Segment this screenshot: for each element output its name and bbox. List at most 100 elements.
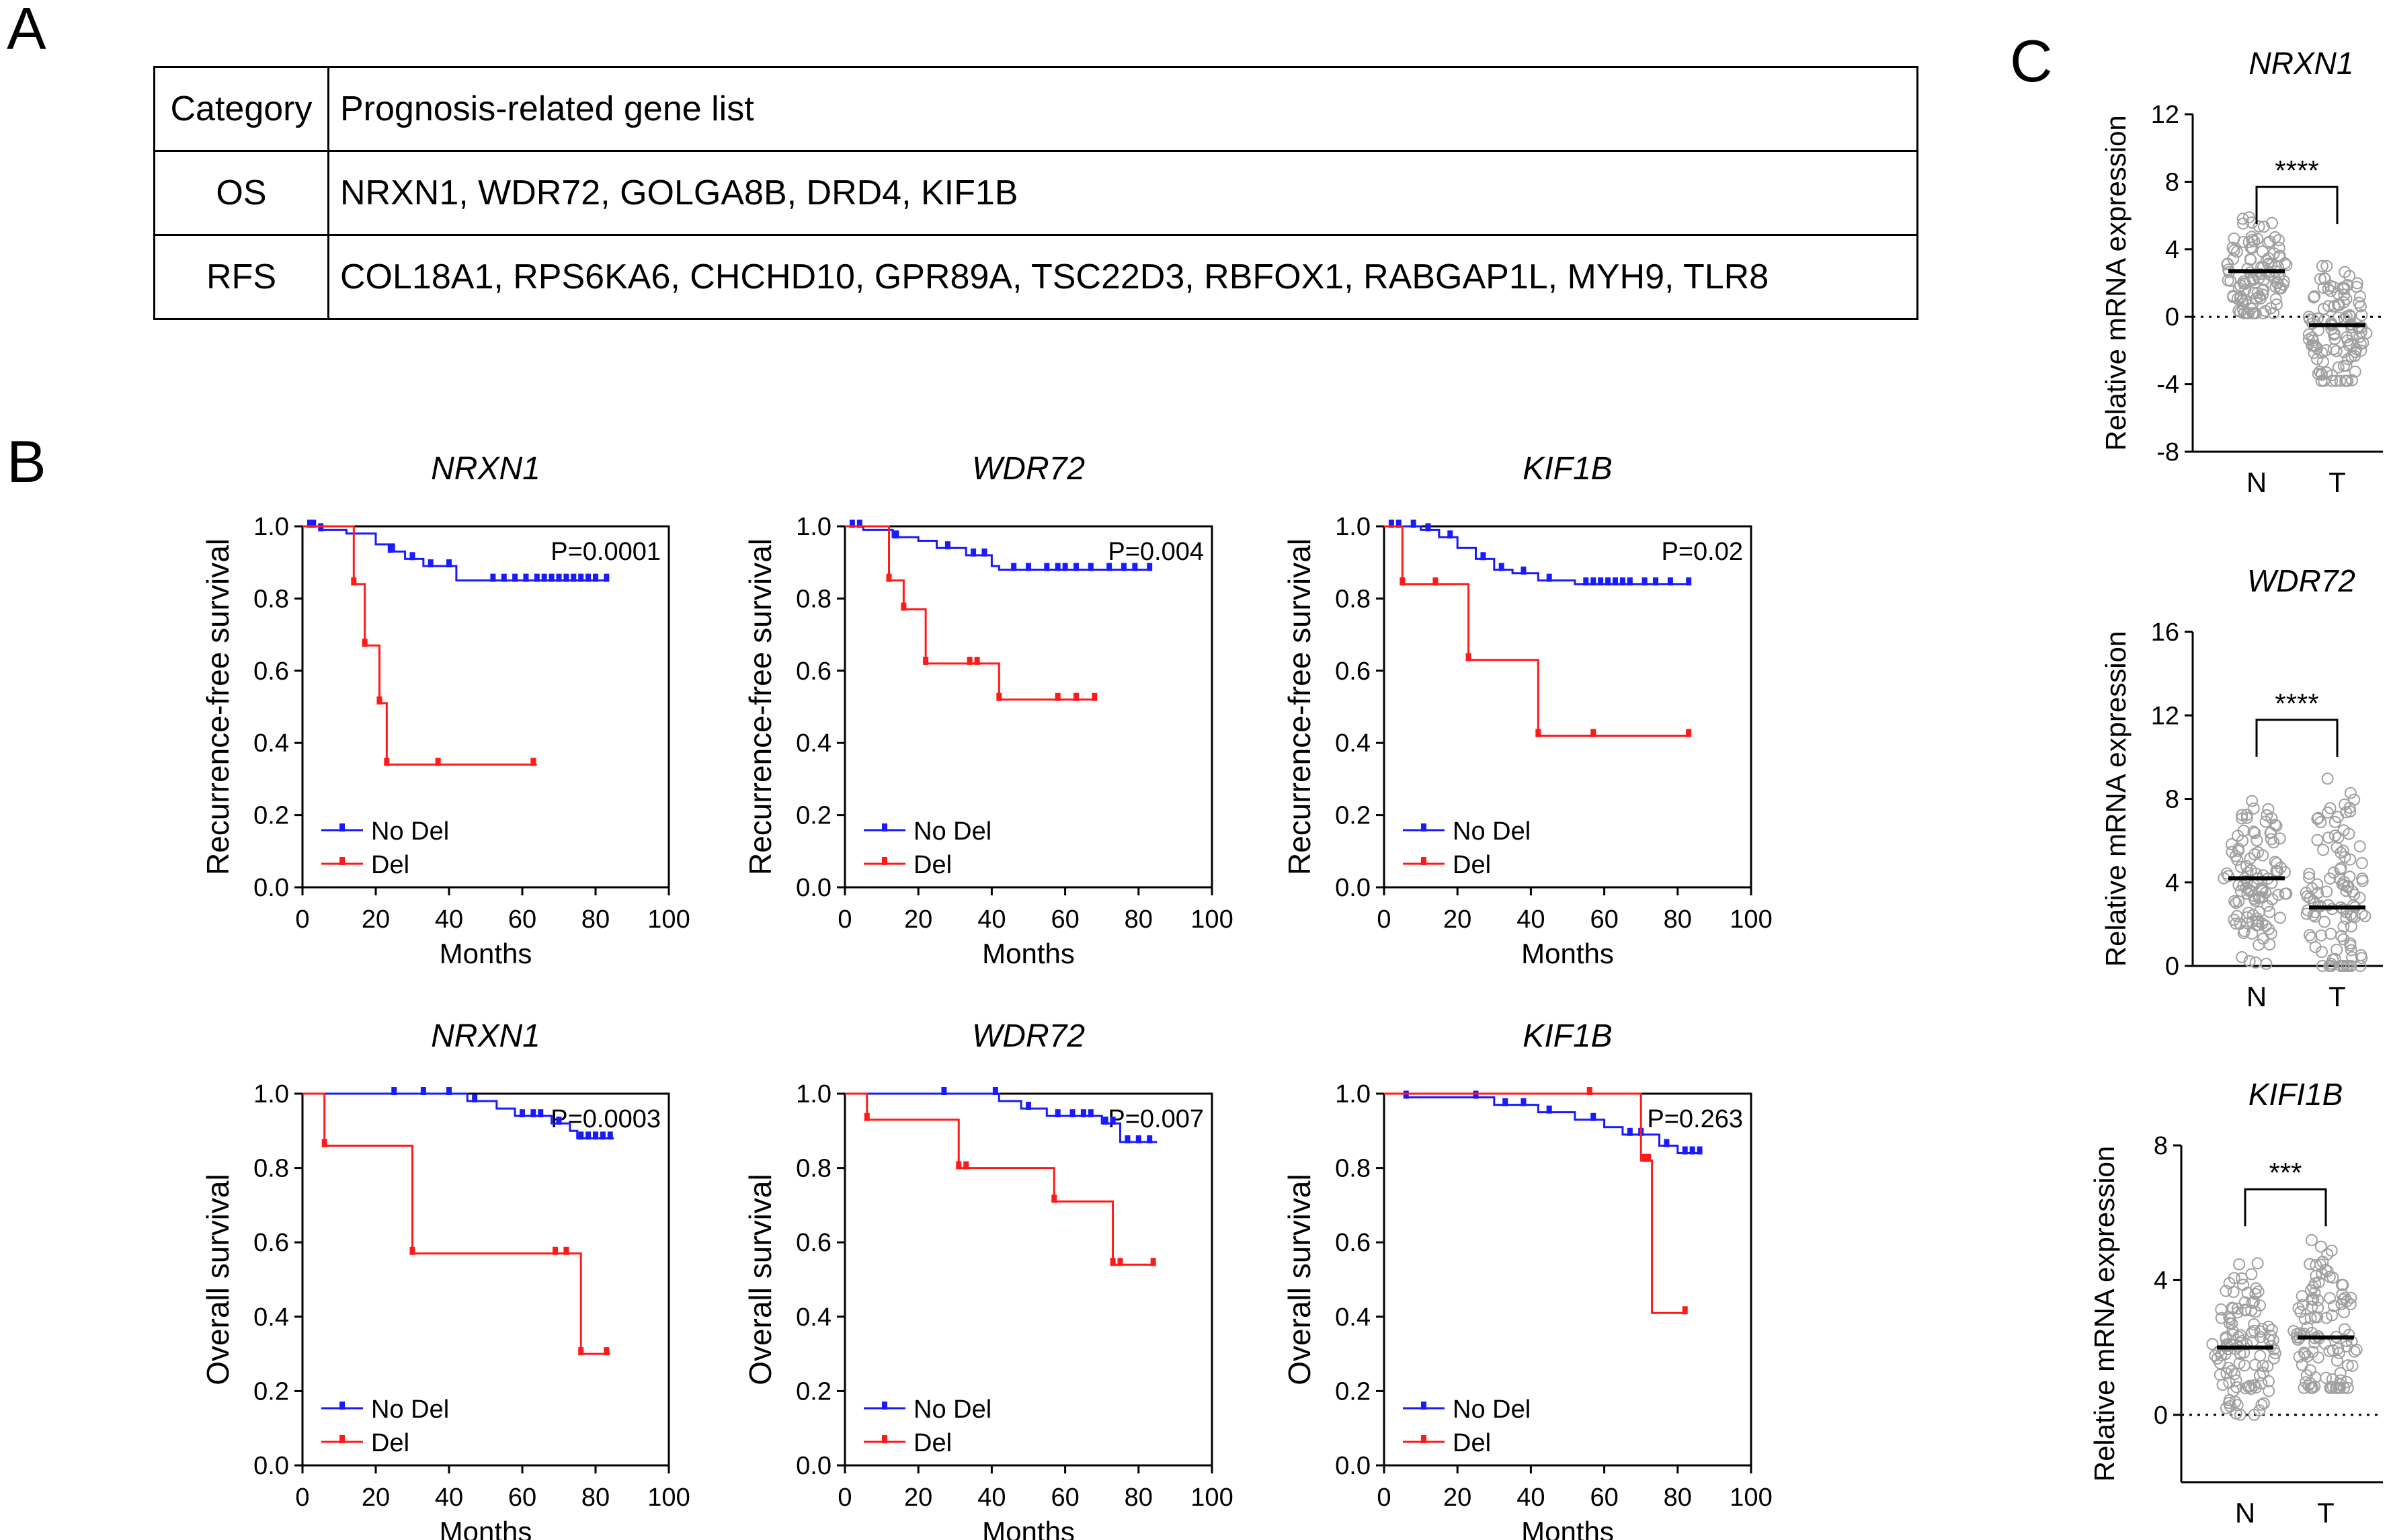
data-point: [2244, 241, 2257, 254]
censor-mark: [1055, 563, 1061, 571]
x-tick-label: 40: [1516, 1484, 1545, 1512]
x-tick-label: 0: [1377, 905, 1391, 934]
y-tick-label: 1.0: [253, 513, 289, 541]
censor-mark: [886, 573, 892, 582]
censor-mark: [556, 573, 562, 582]
plot-frame: [844, 1092, 1213, 1467]
censor-mark: [971, 548, 977, 557]
plot-frame: [1383, 525, 1752, 889]
data-point: [2249, 1287, 2262, 1300]
survival-curve: [845, 525, 1150, 571]
data-point: [2320, 344, 2333, 357]
data-point: [2262, 1320, 2275, 1333]
data-point: [2344, 939, 2357, 952]
km-chart-2: 0 20 40 60 80 100 0.0 0.2 0.4 0.6 0.8 1.0 WDR72 Month…: [743, 451, 1233, 969]
censor-mark: [941, 1087, 947, 1095]
censor-mark: [963, 1161, 969, 1170]
data-point: [2339, 798, 2351, 811]
y-axis-label: Relative mRNA expression: [2100, 115, 2132, 451]
data-point: [2273, 282, 2286, 294]
data-point: [2346, 1359, 2359, 1372]
censor-mark: [556, 1117, 562, 1125]
censor-mark: [901, 602, 907, 611]
censor-mark: [1667, 577, 1673, 585]
p-value-annotation: P=0.0003: [551, 1105, 661, 1133]
y-tick-label: 0.2: [796, 802, 832, 830]
data-point: [2353, 840, 2366, 853]
survival-curve: [845, 1092, 1158, 1143]
censor-mark: [1110, 1258, 1116, 1266]
data-point: [2348, 888, 2361, 901]
data-point: [2312, 1351, 2324, 1364]
data-point: [2328, 829, 2341, 842]
censor-mark: [604, 573, 610, 582]
y-axis-label: Recurrence-free survival: [200, 538, 235, 875]
censor-mark: [311, 520, 317, 528]
data-point: [2238, 925, 2251, 938]
censor-mark: [1088, 1109, 1094, 1118]
data-point: [2291, 1328, 2304, 1340]
data-point: [2254, 1369, 2267, 1382]
data-point: [2338, 1306, 2351, 1319]
significance-bracket: [2255, 186, 2339, 225]
data-point: [2355, 952, 2368, 965]
table-cell-category: OS: [153, 150, 329, 236]
km-chart-1: 0 20 40 60 80 100 0.0 0.2 0.4 0.6 0.8 1.0 NRXN1 Month…: [200, 451, 690, 969]
y-tick-label: 0.2: [253, 802, 289, 830]
data-point: [2236, 1272, 2248, 1285]
legend-label: Del: [371, 1429, 409, 1457]
data-point: [2265, 1324, 2278, 1336]
data-point: [2228, 895, 2241, 907]
data-point: [2317, 356, 2330, 368]
data-point: [2262, 257, 2275, 270]
censor-mark: [563, 1246, 569, 1255]
y-axis-label: Overall survival: [200, 1174, 235, 1385]
data-point: [2309, 940, 2322, 953]
survival-curve: [1384, 525, 1689, 737]
x-tick-label: 60: [1051, 1484, 1079, 1512]
censor-mark: [520, 1109, 525, 1118]
censor-mark: [351, 577, 357, 585]
legend-label: No Del: [371, 1395, 449, 1424]
data-point: [2239, 294, 2252, 307]
data-point: [2251, 233, 2264, 245]
data-point: [2267, 1352, 2280, 1365]
data-point: [2248, 889, 2261, 902]
data-point: [2259, 815, 2272, 828]
data-point: [2236, 950, 2248, 963]
chart-title: NRXN1: [431, 1018, 540, 1054]
legend-censor-mark: [339, 1435, 345, 1443]
legend-censor-mark: [1421, 1435, 1426, 1443]
censor-mark: [604, 1347, 610, 1356]
data-point: [2338, 879, 2351, 891]
data-point: [2354, 960, 2367, 972]
data-point: [2253, 905, 2266, 918]
data-point: [2314, 273, 2326, 286]
survival-curve: [1384, 1092, 1685, 1314]
km-chart-6: 0 20 40 60 80 100 0.0 0.2 0.4 0.6 0.8 1.0 KIF1B Month…: [1282, 1018, 1773, 1540]
series-del: Del: [845, 525, 1098, 879]
censor-mark: [1605, 577, 1611, 585]
censor-mark: [1044, 563, 1050, 571]
data-point: [2309, 1277, 2322, 1290]
significance-label: ***: [2269, 1157, 2302, 1188]
censor-mark: [1646, 1153, 1652, 1162]
censor-mark: [1121, 563, 1127, 571]
y-tick-label: 0.2: [1335, 1377, 1371, 1406]
data-point: [2257, 220, 2270, 233]
censor-mark: [512, 573, 518, 582]
data-point: [2269, 1347, 2281, 1360]
series-no-del: No Del: [302, 1087, 614, 1424]
censor-mark: [600, 1131, 606, 1140]
censor-mark: [571, 573, 577, 582]
data-point: [2257, 932, 2269, 945]
data-point: [2345, 944, 2357, 957]
y-axis-label: Recurrence-free survival: [1282, 538, 1317, 875]
panel-label-c: C: [2010, 28, 2053, 94]
censor-mark: [1135, 1135, 1141, 1143]
censor-mark: [1147, 563, 1153, 571]
data-point: [2234, 885, 2247, 897]
data-point: [2244, 864, 2257, 877]
censor-mark: [996, 692, 1002, 701]
data-point: [2342, 960, 2355, 972]
